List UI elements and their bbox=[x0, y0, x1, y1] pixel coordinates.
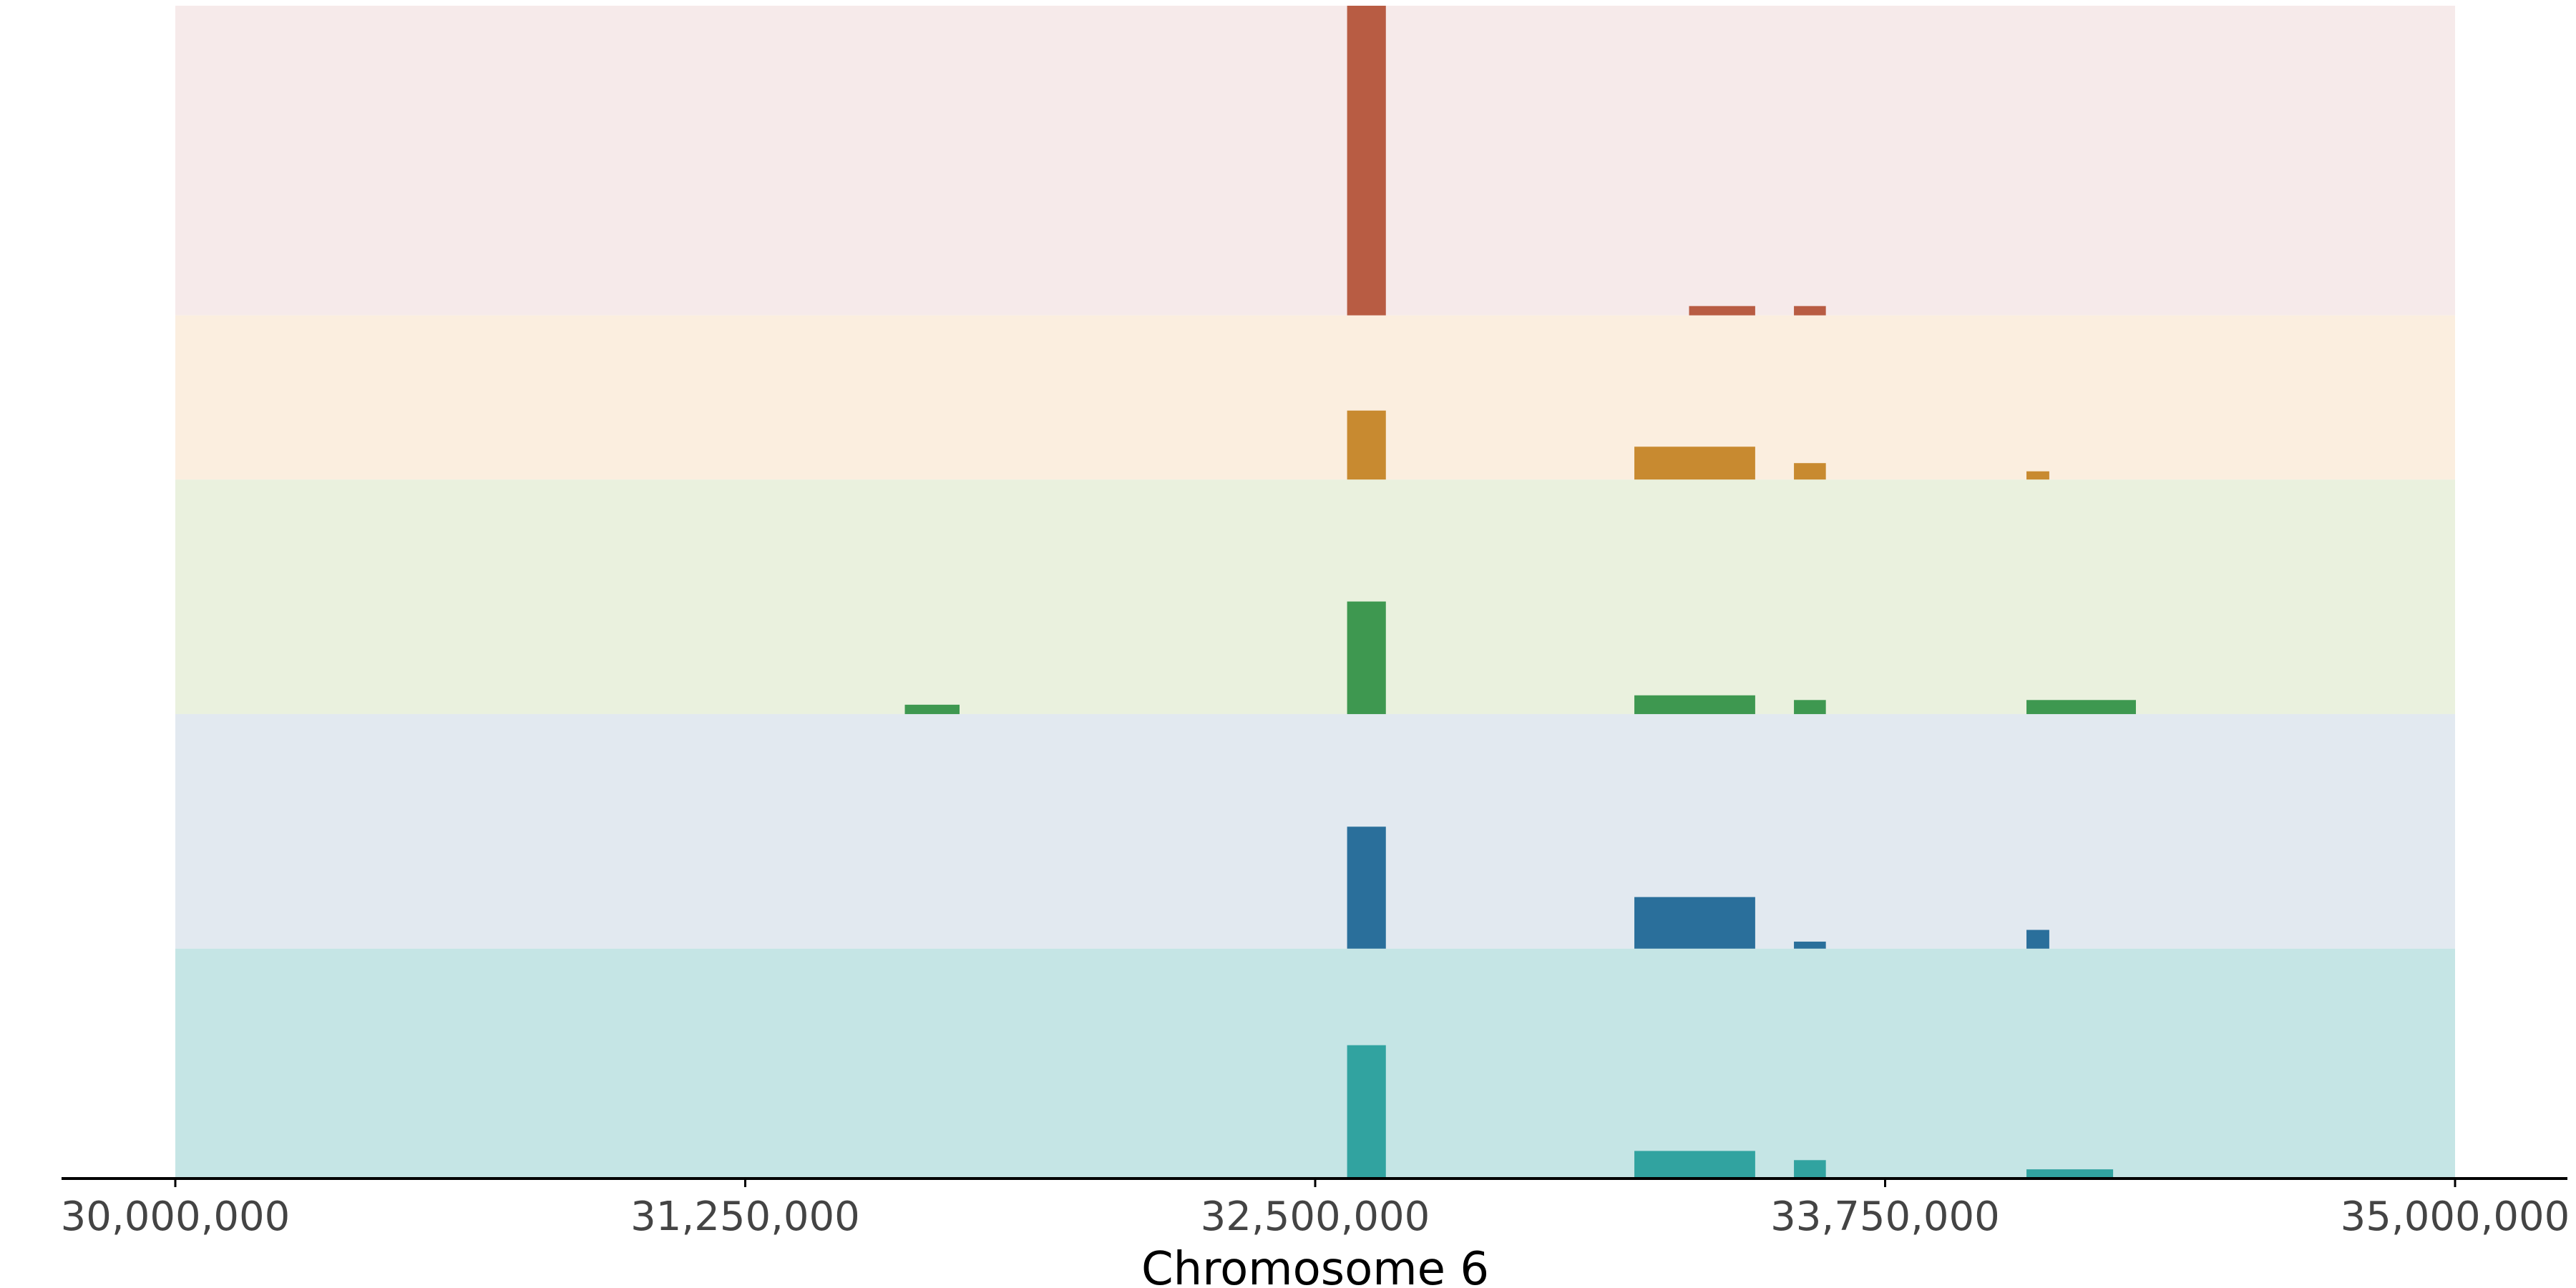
signal-segments bbox=[904, 6, 2136, 1179]
x-tick-label-4: 33,750,000 bbox=[1770, 1194, 2000, 1240]
track-3-segment-4 bbox=[1794, 700, 1826, 714]
track-5-segment-1 bbox=[1347, 1045, 1386, 1179]
track-band-2 bbox=[175, 315, 2455, 480]
track-1-segment-2 bbox=[1689, 306, 1755, 316]
track-band-4 bbox=[175, 713, 2455, 949]
x-axis-title: Chromosome 6 bbox=[1141, 1243, 1489, 1288]
track-1-segment-1 bbox=[1347, 6, 1386, 316]
x-axis-ticks: 30,000,000 31,250,000 32,500,000 33,750,000… bbox=[61, 1179, 2570, 1240]
track-5-segment-2 bbox=[1634, 1151, 1755, 1179]
track-band-1 bbox=[175, 6, 2455, 316]
x-tick-label-5: 35,000,000 bbox=[2341, 1194, 2570, 1240]
track-4-segment-3 bbox=[1794, 941, 1826, 949]
track-3-segment-5 bbox=[2026, 700, 2136, 714]
tracks-area bbox=[175, 6, 2455, 1179]
x-tick-label-2: 31,250,000 bbox=[630, 1194, 860, 1240]
track-2-segment-3 bbox=[1794, 463, 1826, 480]
track-band-5 bbox=[175, 948, 2455, 1179]
track-5-segment-3 bbox=[1794, 1160, 1826, 1179]
track-2-segment-4 bbox=[2026, 471, 2049, 480]
track-4-segment-4 bbox=[2026, 930, 2049, 949]
track-2-segment-1 bbox=[1347, 410, 1386, 480]
track-1-segment-3 bbox=[1794, 306, 1826, 316]
x-tick-label-1: 30,000,000 bbox=[61, 1194, 291, 1240]
x-tick-label-3: 32,500,000 bbox=[1201, 1194, 1430, 1240]
track-3-segment-3 bbox=[1634, 695, 1755, 714]
track-3-segment-1 bbox=[904, 704, 960, 714]
track-2-segment-2 bbox=[1634, 447, 1755, 480]
track-4-segment-2 bbox=[1634, 897, 1755, 949]
track-5-segment-4 bbox=[2026, 1169, 2114, 1179]
track-3-segment-2 bbox=[1347, 601, 1386, 714]
track-4-segment-1 bbox=[1347, 826, 1386, 949]
track-band-3 bbox=[175, 479, 2455, 714]
